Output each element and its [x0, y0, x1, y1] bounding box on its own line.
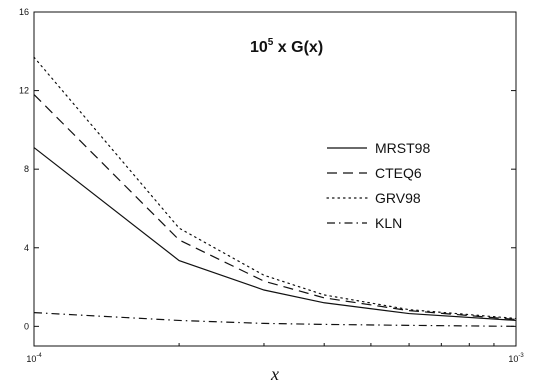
x-tick-base: 10: [26, 354, 36, 364]
x-tick-base: 10: [508, 354, 518, 364]
x-tick-label: 10-4: [26, 353, 42, 364]
x-tick-label: 10-3: [508, 353, 524, 364]
y-tick-label: 12: [19, 86, 29, 96]
x-axis-ticks: 10-4 10-3: [26, 341, 524, 364]
chart-title-base: 10: [250, 39, 268, 56]
legend: MRST98 CTEQ6 GRV98 KLN: [326, 140, 430, 231]
series-line-kln: [33, 312, 517, 327]
chart-title: 105 x G(x): [250, 37, 323, 56]
legend-label-kln: KLN: [375, 215, 402, 231]
x-tick-exponent: -4: [36, 353, 42, 359]
y-tick-label: 4: [24, 243, 29, 253]
series-line-mrst98: [33, 147, 517, 322]
y-tick-label: 0: [24, 321, 29, 331]
y-tick-label: 16: [19, 7, 29, 17]
chart-title-exponent: 5: [268, 37, 274, 48]
x-tick-exponent: -3: [518, 353, 524, 359]
series-lines: [33, 56, 517, 327]
chart-title-function: x G(x): [273, 39, 323, 56]
x-axis-label: x: [270, 364, 279, 384]
legend-label-grv98: GRV98: [375, 190, 421, 206]
legend-label-mrst98: MRST98: [375, 140, 430, 156]
y-tick-label: 8: [24, 164, 29, 174]
legend-label-cteq6: CTEQ6: [375, 165, 422, 181]
series-line-cteq6: [33, 94, 517, 321]
plot-frame: [33, 11, 517, 347]
y-axis-ticks: 0 4 8 12 16: [19, 7, 516, 331]
series-line-grv98: [33, 56, 517, 320]
